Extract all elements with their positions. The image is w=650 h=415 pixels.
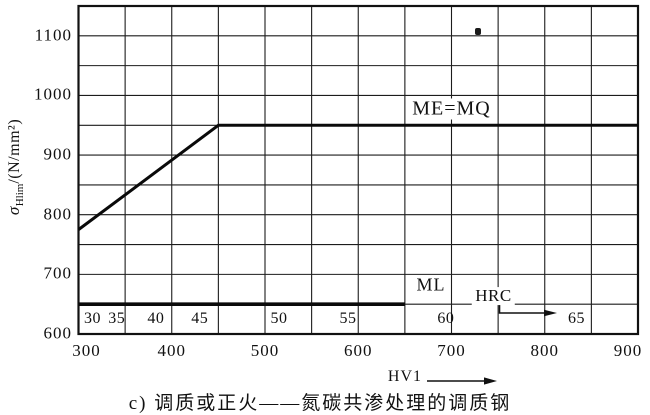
hrc-tick: 40 <box>147 310 165 327</box>
hrc-tick: 50 <box>270 310 288 327</box>
hrc-arrow <box>498 302 557 317</box>
hv1-arrow <box>427 377 497 385</box>
plot-border <box>77 4 640 336</box>
hrc-tick: 30 <box>83 310 101 327</box>
hrc-tick: 65 <box>567 310 585 327</box>
y-tick: 1100 <box>34 25 72 45</box>
y-tick: 900 <box>43 144 72 164</box>
scan-speck <box>475 28 481 35</box>
x-tick: 400 <box>157 341 186 360</box>
x-axis-title: HV1 <box>387 368 422 385</box>
me-mq-label: ME=MQ <box>409 98 494 120</box>
x-tick: 900 <box>613 341 643 360</box>
grid-lines <box>77 5 639 335</box>
x-tick: 500 <box>250 341 280 360</box>
hrc-tick: 45 <box>191 310 209 327</box>
hrc-arrow-head <box>544 309 557 317</box>
x-tick: 600 <box>344 341 373 360</box>
data-lines <box>77 123 638 306</box>
y-axis-title: σHlim/(N/mm²) <box>4 119 26 215</box>
y-tick: 1000 <box>34 85 72 105</box>
y-axis-unit: /(N/mm²) <box>5 118 23 184</box>
y-tick: 800 <box>43 204 72 224</box>
y-tick: 700 <box>43 263 72 283</box>
series-line-0 <box>77 123 638 231</box>
sigma-subscript: Hlim <box>14 183 27 207</box>
figure-caption: c) 调质或正火——氮碳共渗处理的调质钢 <box>128 393 512 414</box>
x-tick: 800 <box>530 341 559 360</box>
hrc-tick: 60 <box>437 310 455 327</box>
sigma-symbol: σ <box>3 206 23 216</box>
ml-label: ML <box>413 275 449 295</box>
x-tick: 300 <box>72 341 101 360</box>
hrc-arrow-line <box>498 302 546 314</box>
x-tick: 700 <box>437 341 466 360</box>
hv1-arrow-head <box>484 377 497 385</box>
hrc-tick: 55 <box>339 310 357 327</box>
hrc-tick: 35 <box>108 310 126 327</box>
hrc-label: HRC <box>472 287 515 305</box>
y-tick: 600 <box>43 323 72 343</box>
